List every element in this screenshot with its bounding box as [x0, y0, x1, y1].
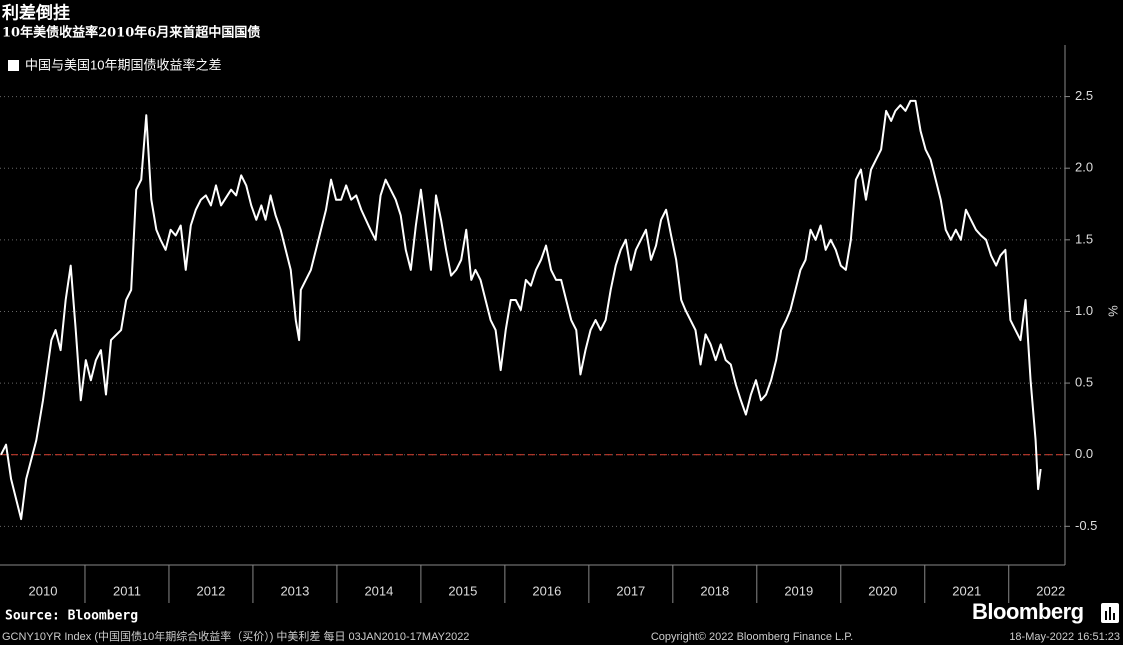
- x-tick-label: 2018: [700, 583, 729, 598]
- logo-bar: [1105, 611, 1107, 620]
- x-tick-label: 2011: [113, 583, 141, 598]
- source: Source: Bloomberg: [5, 609, 138, 624]
- legend-label: 中国与美国10年期国债收益率之差: [25, 57, 221, 72]
- x-tick-label: 2022: [1036, 583, 1065, 598]
- y-tick-label: 1.5: [1075, 231, 1093, 246]
- logo-icon: [1101, 603, 1119, 623]
- x-tick-label: 2017: [616, 583, 645, 598]
- x-tick-label: 2015: [448, 583, 477, 598]
- y-tick-label: 2.5: [1075, 88, 1093, 103]
- y-tick-label: 1.0: [1075, 303, 1093, 318]
- logo-bar: [1113, 613, 1115, 620]
- footer-description: GCNY10YR Index (中国国债10年期综合收益率（买价）) 中美利差 …: [2, 629, 469, 643]
- legend-swatch: [8, 60, 19, 71]
- chart-subtitle: 10年美债收益率2010年6月来首超中国国债: [2, 25, 260, 41]
- y-axis-label: %: [1106, 305, 1121, 317]
- y-tick-label: 0.0: [1075, 446, 1093, 461]
- logo-bar: [1109, 607, 1111, 620]
- y-tick-label: -0.5: [1075, 518, 1097, 533]
- x-tick-label: 2014: [364, 583, 393, 598]
- copyright: Copyright© 2022 Bloomberg Finance L.P.: [651, 631, 853, 643]
- x-tick-label: 2010: [29, 583, 58, 598]
- x-tick-label: 2019: [784, 583, 813, 598]
- timestamp: 18-May-2022 16:51:23: [1009, 631, 1120, 643]
- y-tick-label: 2.0: [1075, 160, 1093, 175]
- x-tick-label: 2016: [532, 583, 561, 598]
- x-tick-label: 2021: [952, 583, 981, 598]
- chart-title: 利差倒挂: [2, 3, 70, 24]
- x-tick-label: 2013: [280, 583, 309, 598]
- y-tick-label: 0.5: [1075, 375, 1093, 390]
- x-tick-label: 2012: [196, 583, 225, 598]
- x-tick-label: 2020: [868, 583, 897, 598]
- logo: Bloomberg: [972, 599, 1084, 624]
- series-line: [0, 99, 1042, 521]
